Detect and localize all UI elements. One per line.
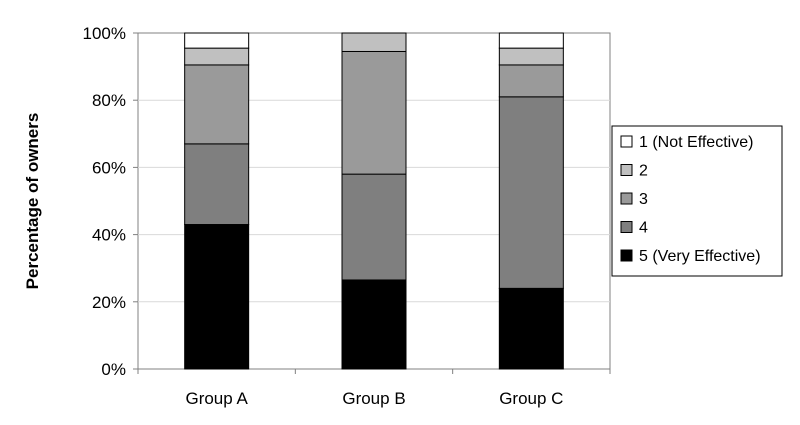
bar-segment xyxy=(341,173,407,281)
legend-swatch xyxy=(620,221,633,233)
bar-segment xyxy=(498,287,564,370)
legend-entry: 3 xyxy=(639,191,648,208)
x-tick-label: Group C xyxy=(499,389,563,408)
legend-swatch xyxy=(620,135,633,148)
bar-segment xyxy=(184,47,250,66)
legend-swatch xyxy=(620,249,633,262)
x-axis-ticks: Group A Group B Group C xyxy=(137,369,611,408)
y-tick-label: 60% xyxy=(92,158,126,177)
legend-swatch xyxy=(620,192,633,205)
y-tick-label: 20% xyxy=(92,293,126,312)
y-axis-label: Percentage of owners xyxy=(23,113,42,290)
y-axis-ticks: 0% 20% 40% 60% 80% 100% xyxy=(83,24,138,379)
bar-segment xyxy=(498,64,564,98)
bar-segment xyxy=(341,279,407,370)
legend: 1 (Not Effective) 2 3 4 5 (Very Effective) xyxy=(611,125,783,277)
x-tick-label: Group B xyxy=(342,389,405,408)
legend-box xyxy=(611,125,783,277)
bar-stack-group-a xyxy=(184,32,250,370)
y-tick-label: 40% xyxy=(92,226,126,245)
y-tick-label: 0% xyxy=(101,360,126,379)
bar-segment xyxy=(184,224,250,370)
bar-segment xyxy=(498,47,564,66)
legend-entry: 4 xyxy=(639,220,648,237)
bar-segment xyxy=(341,50,407,175)
y-tick-label: 100% xyxy=(83,24,126,43)
bar-segment xyxy=(184,64,250,145)
x-tick-label: Group A xyxy=(185,389,248,408)
bar-segment xyxy=(184,143,250,226)
bar-stack-group-c xyxy=(498,32,564,370)
legend-entry: 2 xyxy=(639,163,648,180)
bar-stack-group-b xyxy=(341,32,407,370)
bar-segment xyxy=(498,32,564,49)
y-tick-label: 80% xyxy=(92,91,126,110)
legend-entry: 5 (Very Effective) xyxy=(639,248,761,265)
legend-swatch xyxy=(620,164,633,176)
bar-segment xyxy=(498,96,564,289)
legend-entry: 1 (Not Effective) xyxy=(639,134,753,151)
bar-segment xyxy=(341,32,407,52)
bar-segment xyxy=(184,32,250,49)
bars xyxy=(184,32,564,370)
